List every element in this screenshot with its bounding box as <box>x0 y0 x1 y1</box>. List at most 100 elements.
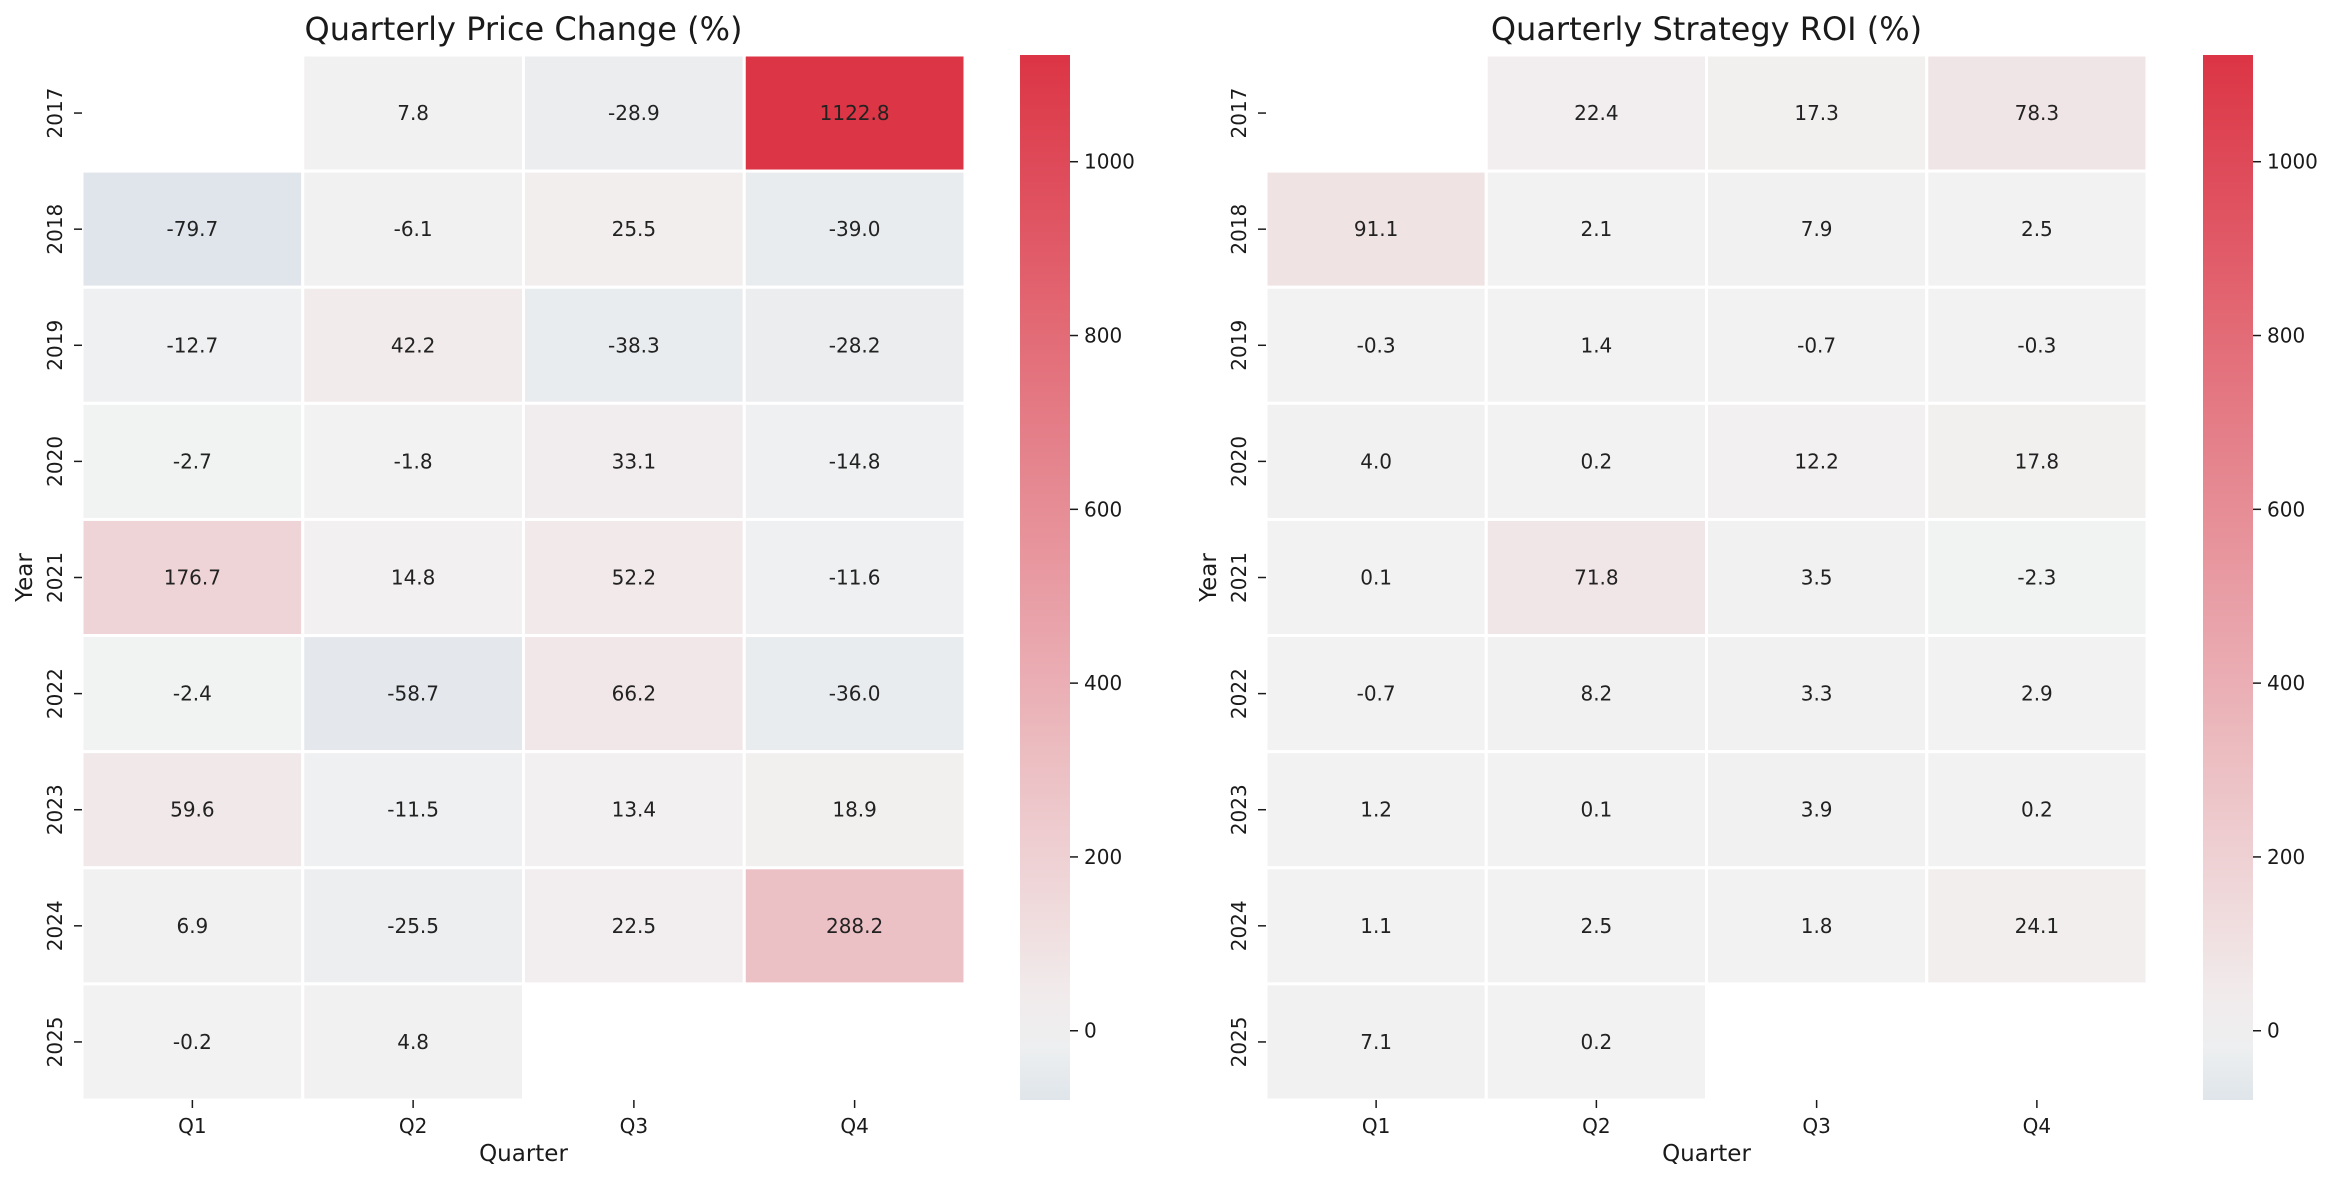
cell-value-label: 1.2 <box>1360 798 1392 822</box>
cell-value-label: 7.8 <box>397 101 429 125</box>
cell-value-label: -25.5 <box>387 914 439 938</box>
y-tick-label: 2020 <box>43 436 67 487</box>
cell-value-label: -28.9 <box>608 101 660 125</box>
heatmap-cell <box>1925 285 2149 405</box>
heatmap-cell <box>1484 517 1708 638</box>
cell-value-label: -36.0 <box>829 682 881 706</box>
colorbar-tick-label: 1000 <box>1084 150 1135 174</box>
cell-value-label: 0.2 <box>1580 449 1612 473</box>
cell-value-label: -14.8 <box>829 449 881 473</box>
y-tick-label: 2025 <box>43 1016 67 1067</box>
cell-value-label: 0.1 <box>1580 798 1612 822</box>
cell-value-label: -2.7 <box>173 449 212 473</box>
cell-value-label: 22.4 <box>1574 101 1619 125</box>
cell-value-label: 17.3 <box>1794 101 1839 125</box>
cell-value-label: -58.7 <box>387 682 439 706</box>
chart-title: Quarterly Price Change (%) <box>305 10 743 48</box>
cell-value-label: -0.3 <box>1357 333 1396 357</box>
heatmap-cell <box>1484 53 1708 173</box>
cell-value-label: 91.1 <box>1354 217 1399 241</box>
cell-value-label: -0.7 <box>1797 333 1836 357</box>
cell-value-label: -11.6 <box>829 566 881 590</box>
cell-value-label: -1.8 <box>394 449 433 473</box>
heatmap-cell <box>301 982 525 1102</box>
cell-value-label: 59.6 <box>170 798 215 822</box>
heatmap-cell <box>1264 169 1488 289</box>
y-axis-label: Year <box>1196 553 1222 603</box>
x-axis-label: Quarter <box>479 1141 568 1167</box>
cell-value-label: 33.1 <box>612 449 657 473</box>
cell-value-label: 71.8 <box>1574 566 1619 590</box>
cell-value-label: -39.0 <box>829 217 881 241</box>
heatmap-cell <box>522 634 746 754</box>
cell-value-label: 66.2 <box>612 682 657 706</box>
y-tick-label: 2018 <box>1227 204 1251 255</box>
cell-value-label: -11.5 <box>387 798 439 822</box>
x-tick-label: Q1 <box>1362 1114 1390 1138</box>
cell-value-label: 18.9 <box>832 798 877 822</box>
heatmap-cell <box>742 285 967 405</box>
colorbar-tick-label: 600 <box>1084 497 1122 521</box>
y-tick-label: 2019 <box>1227 320 1251 371</box>
colorbar <box>2203 55 2253 1100</box>
y-tick-label: 2020 <box>1227 436 1251 487</box>
cell-value-label: 6.9 <box>176 914 208 938</box>
heatmap-strategy-roi: Quarterly Strategy ROI (%) 22.4 17.3 78.3 91… <box>1196 10 2318 1167</box>
cell-value-label: 1.8 <box>1801 914 1833 938</box>
colorbar-tick-label: 400 <box>2267 671 2305 695</box>
cell-value-label: 2.1 <box>1580 217 1612 241</box>
heatmap-cell <box>742 517 967 638</box>
heatmap-cell <box>301 634 525 754</box>
x-tick-label: Q1 <box>178 1114 206 1138</box>
colorbar-tick-label: 0 <box>2267 1019 2280 1043</box>
colorbar-tick-label: 1000 <box>2267 150 2318 174</box>
cell-value-label: 2.5 <box>2021 217 2053 241</box>
y-tick-label: 2023 <box>1227 784 1251 835</box>
heatmap-cell <box>301 866 525 986</box>
cell-value-label: 3.3 <box>1801 682 1833 706</box>
heatmap-cell <box>1705 634 1929 754</box>
heatmap-cell <box>522 169 746 289</box>
cell-value-label: 25.5 <box>612 217 657 241</box>
heatmap-cell <box>80 401 305 521</box>
x-tick-label: Q3 <box>1802 1114 1830 1138</box>
cell-value-label: 24.1 <box>2015 914 2060 938</box>
heatmap-cell <box>301 517 525 638</box>
heatmap-cell <box>1705 750 1929 870</box>
cell-value-label: 2.5 <box>1580 914 1612 938</box>
heatmap-price-change: Quarterly Price Change (%) 7.8 -28.9 1122.8… <box>12 10 1135 1167</box>
cell-value-label: 3.5 <box>1801 566 1833 590</box>
heatmap-cell <box>1925 53 2149 173</box>
heatmap-cell <box>80 634 305 754</box>
cell-value-label: 3.9 <box>1801 798 1833 822</box>
heatmap-cell <box>1925 866 2149 986</box>
cell-value-label: -0.7 <box>1357 682 1396 706</box>
x-tick-label: Q3 <box>620 1114 648 1138</box>
heatmap-cell <box>522 401 746 521</box>
colorbar-tick-label: 600 <box>2267 497 2305 521</box>
cell-value-label: 0.1 <box>1360 566 1392 590</box>
heatmap-cell <box>1705 517 1929 638</box>
colorbar-tick-label: 200 <box>2267 845 2305 869</box>
heatmap-cell <box>1484 169 1708 289</box>
cell-value-label: -2.4 <box>173 682 212 706</box>
heatmap-cell <box>1484 401 1708 521</box>
chart-title: Quarterly Strategy ROI (%) <box>1491 10 1922 48</box>
cell-value-label: 1.1 <box>1360 914 1392 938</box>
cell-value-label: -2.3 <box>2017 566 2056 590</box>
colorbar <box>1020 55 1070 1100</box>
colorbar-tick-label: 0 <box>1084 1019 1097 1043</box>
heatmap-cell <box>1925 169 2149 289</box>
y-tick-label: 2022 <box>1227 668 1251 719</box>
heatmap-cell <box>1484 750 1708 870</box>
cell-value-label: 42.2 <box>391 333 436 357</box>
heatmap-cell <box>1705 866 1929 986</box>
colorbar-tick-label: 400 <box>1084 671 1122 695</box>
y-tick-label: 2021 <box>1227 552 1251 603</box>
cell-value-label: 52.2 <box>612 566 657 590</box>
cell-value-label: 7.9 <box>1801 217 1833 241</box>
x-tick-label: Q4 <box>2023 1114 2051 1138</box>
cell-value-label: 4.0 <box>1360 449 1392 473</box>
cell-value-label: 8.2 <box>1580 682 1612 706</box>
